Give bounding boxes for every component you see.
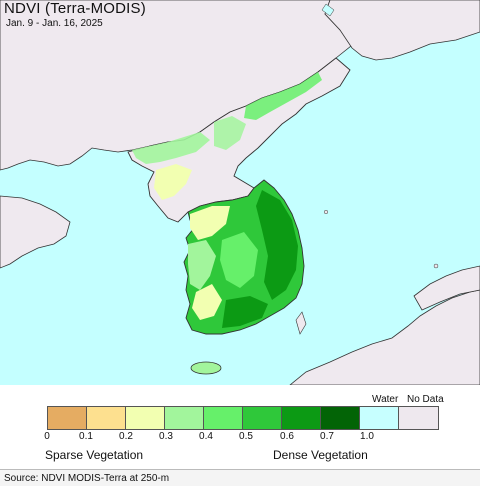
sk-vegetation-west <box>188 240 216 290</box>
jeju-island <box>190 361 222 375</box>
legend-water-label: Water <box>372 394 399 405</box>
legend-swatch <box>87 407 126 429</box>
legend-swatch-water <box>360 407 399 429</box>
legend-tick: 0.3 <box>159 431 173 442</box>
footer-bar: Source: NDVI MODIS-Terra at 250-m <box>0 469 480 486</box>
legend-dense-label: Dense Vegetation <box>273 448 368 462</box>
nk-vegetation-central <box>214 116 246 150</box>
legend-tick: 0.2 <box>119 431 133 442</box>
legend-swatch <box>204 407 243 429</box>
russia-landmass <box>324 0 480 61</box>
legend-swatch <box>126 407 165 429</box>
sk-vegetation-east-dense <box>256 190 298 300</box>
shandong-peninsula <box>0 195 71 269</box>
date-range: Jan. 9 - Jan. 16, 2025 <box>6 18 103 29</box>
legend-tick: 0.1 <box>79 431 93 442</box>
legend-tick: 0 <box>44 431 50 442</box>
legend-tick: 0.7 <box>320 431 334 442</box>
legend-swatch <box>243 407 282 429</box>
legend-color-bar <box>47 406 439 430</box>
tsushima-island <box>295 311 307 335</box>
nk-vegetation-west <box>132 132 210 164</box>
legend-tick: 0.6 <box>280 431 294 442</box>
legend-swatch <box>165 407 204 429</box>
sk-vegetation-central <box>220 232 258 288</box>
legend-swatch-nodata <box>399 407 438 429</box>
legend-swatch <box>282 407 321 429</box>
source-credit: Source: NDVI MODIS-Terra at 250-m <box>4 473 170 484</box>
legend-swatch <box>48 407 87 429</box>
small-island-east <box>433 263 439 269</box>
nk-vegetation-east <box>244 72 322 120</box>
khanka-lake <box>321 3 335 17</box>
sk-vegetation-light-northwest <box>190 206 230 240</box>
nk-vegetation-coast <box>154 164 192 200</box>
legend-sparse-label: Sparse Vegetation <box>45 448 144 462</box>
sk-vegetation-west-light <box>192 284 222 320</box>
ulleung-island <box>323 209 329 215</box>
japan-northeast <box>413 265 480 311</box>
legend-tick: 0.4 <box>199 431 213 442</box>
ndvi-map <box>0 0 480 385</box>
legend-nodata-label: No Data <box>407 394 444 405</box>
legend-tick: 1.0 <box>360 431 374 442</box>
legend-swatch <box>321 407 360 429</box>
sk-vegetation-south-dense <box>222 296 268 328</box>
legend-tick: 0.5 <box>239 431 253 442</box>
map-title: NDVI (Terra-MODIS) <box>4 0 146 17</box>
